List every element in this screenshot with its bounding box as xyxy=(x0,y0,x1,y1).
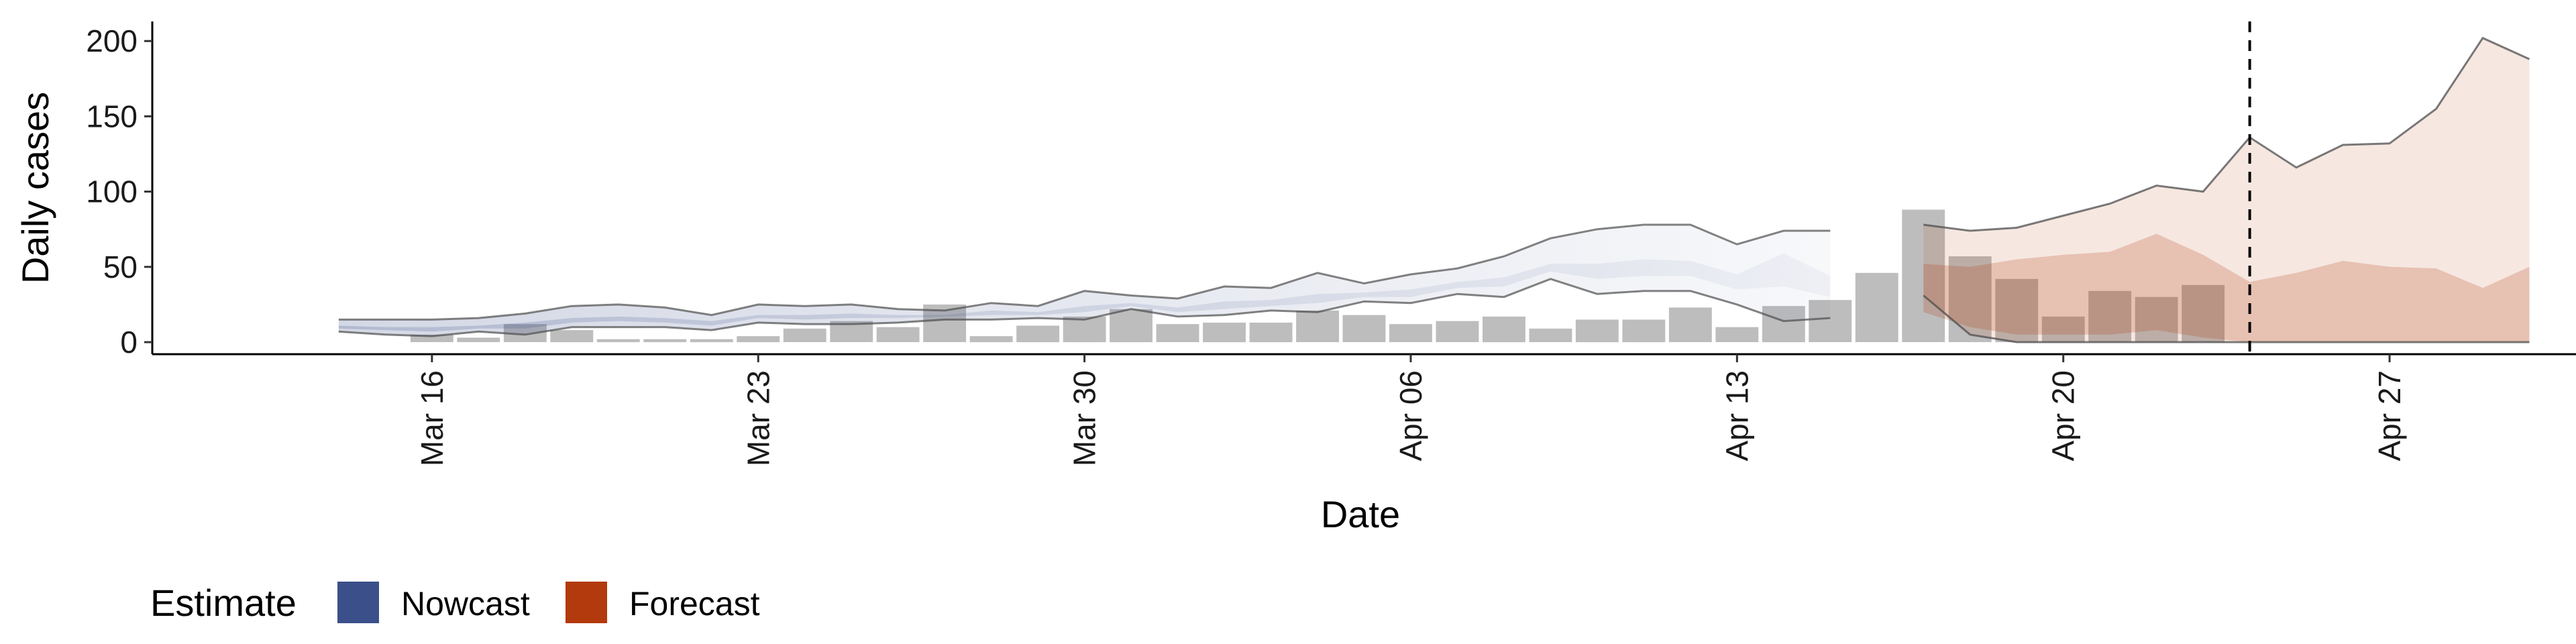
observed-bar xyxy=(1156,324,1199,342)
observed-bar xyxy=(1342,315,1386,342)
observed-bar xyxy=(457,337,500,342)
legend-label-nowcast: Nowcast xyxy=(401,585,530,623)
y-tick-label: 50 xyxy=(103,250,138,284)
observed-bar xyxy=(783,328,826,342)
observed-bar xyxy=(1715,327,1759,342)
axes: 0 50 100 150 200 Mar 16 Mar 23 Mar 30 Apr 06 Apr… xyxy=(14,21,2576,535)
observed-bar xyxy=(1948,256,1992,342)
x-axis-ticks: Mar 16 Mar 23 Mar 30 Apr 06 Apr 13 Apr 20 Apr … xyxy=(415,354,2407,466)
observed-bar xyxy=(410,334,453,342)
observed-bar xyxy=(643,339,687,343)
x-axis-title: Date xyxy=(1321,493,1400,535)
y-tick-label: 100 xyxy=(86,174,138,209)
observed-bar xyxy=(596,339,640,343)
observed-bar xyxy=(1529,328,1572,342)
y-tick-label: 150 xyxy=(86,99,138,133)
x-tick-label: Mar 16 xyxy=(415,370,449,466)
nowcast-lower-line xyxy=(338,278,1831,337)
observed-bar xyxy=(1016,325,1060,343)
x-tick-label: Mar 23 xyxy=(741,370,775,466)
observed-bar xyxy=(1436,321,1479,342)
nowcast-band-90 xyxy=(338,225,1831,337)
y-tick-label: 200 xyxy=(86,23,138,58)
observed-bar xyxy=(1296,310,1339,342)
plot-area xyxy=(338,21,2530,354)
observed-bar xyxy=(1855,272,1898,342)
observed-bar xyxy=(1995,278,2039,343)
observed-bar xyxy=(2088,290,2132,342)
legend-label-forecast: Forecast xyxy=(629,585,760,623)
forecast-band-50 xyxy=(1923,233,2530,342)
observed-bar xyxy=(1483,316,1525,343)
legend-swatch-nowcast xyxy=(337,582,379,623)
legend-swatch-forecast xyxy=(566,582,607,623)
nowcast-band-50 xyxy=(338,253,1831,332)
x-tick-label: Apr 27 xyxy=(2372,370,2407,462)
observed-bar xyxy=(876,327,920,342)
observed-bar xyxy=(969,336,1013,343)
y-tick-label: 0 xyxy=(120,325,138,360)
observed-bar xyxy=(1575,319,1619,343)
observed-bar xyxy=(1110,309,1152,343)
x-tick-label: Mar 30 xyxy=(1067,370,1102,466)
x-tick-label: Apr 20 xyxy=(2046,370,2081,462)
observed-bar xyxy=(2135,297,2178,342)
observed-bar xyxy=(1902,209,1945,342)
legend-title: Estimate xyxy=(150,582,297,624)
observed-bar xyxy=(690,339,733,343)
observed-bar xyxy=(2041,316,2085,343)
observed-bar xyxy=(1389,324,1432,342)
nowcast-upper-line xyxy=(338,223,1831,321)
observed-bar xyxy=(1249,322,1293,343)
y-axis-title: Daily cases xyxy=(14,92,56,284)
forecast-lower-line xyxy=(1923,294,2530,343)
observed-bar xyxy=(1668,307,1712,342)
forecast-band-90 xyxy=(1923,38,2530,342)
observed-bar xyxy=(2182,284,2225,343)
observed-bar xyxy=(1203,322,1246,343)
observed-bar xyxy=(737,336,780,343)
x-tick-label: Apr 06 xyxy=(1393,370,1428,462)
observed-bar xyxy=(550,330,594,343)
forecast-upper-line xyxy=(1923,36,2530,232)
observed-bar xyxy=(1622,319,1666,343)
y-axis-ticks: 0 50 100 150 200 xyxy=(86,23,152,360)
x-tick-label: Apr 13 xyxy=(1719,370,1754,462)
observed-bar xyxy=(1063,316,1106,343)
legend: Estimate Nowcast Forecast xyxy=(150,582,760,624)
